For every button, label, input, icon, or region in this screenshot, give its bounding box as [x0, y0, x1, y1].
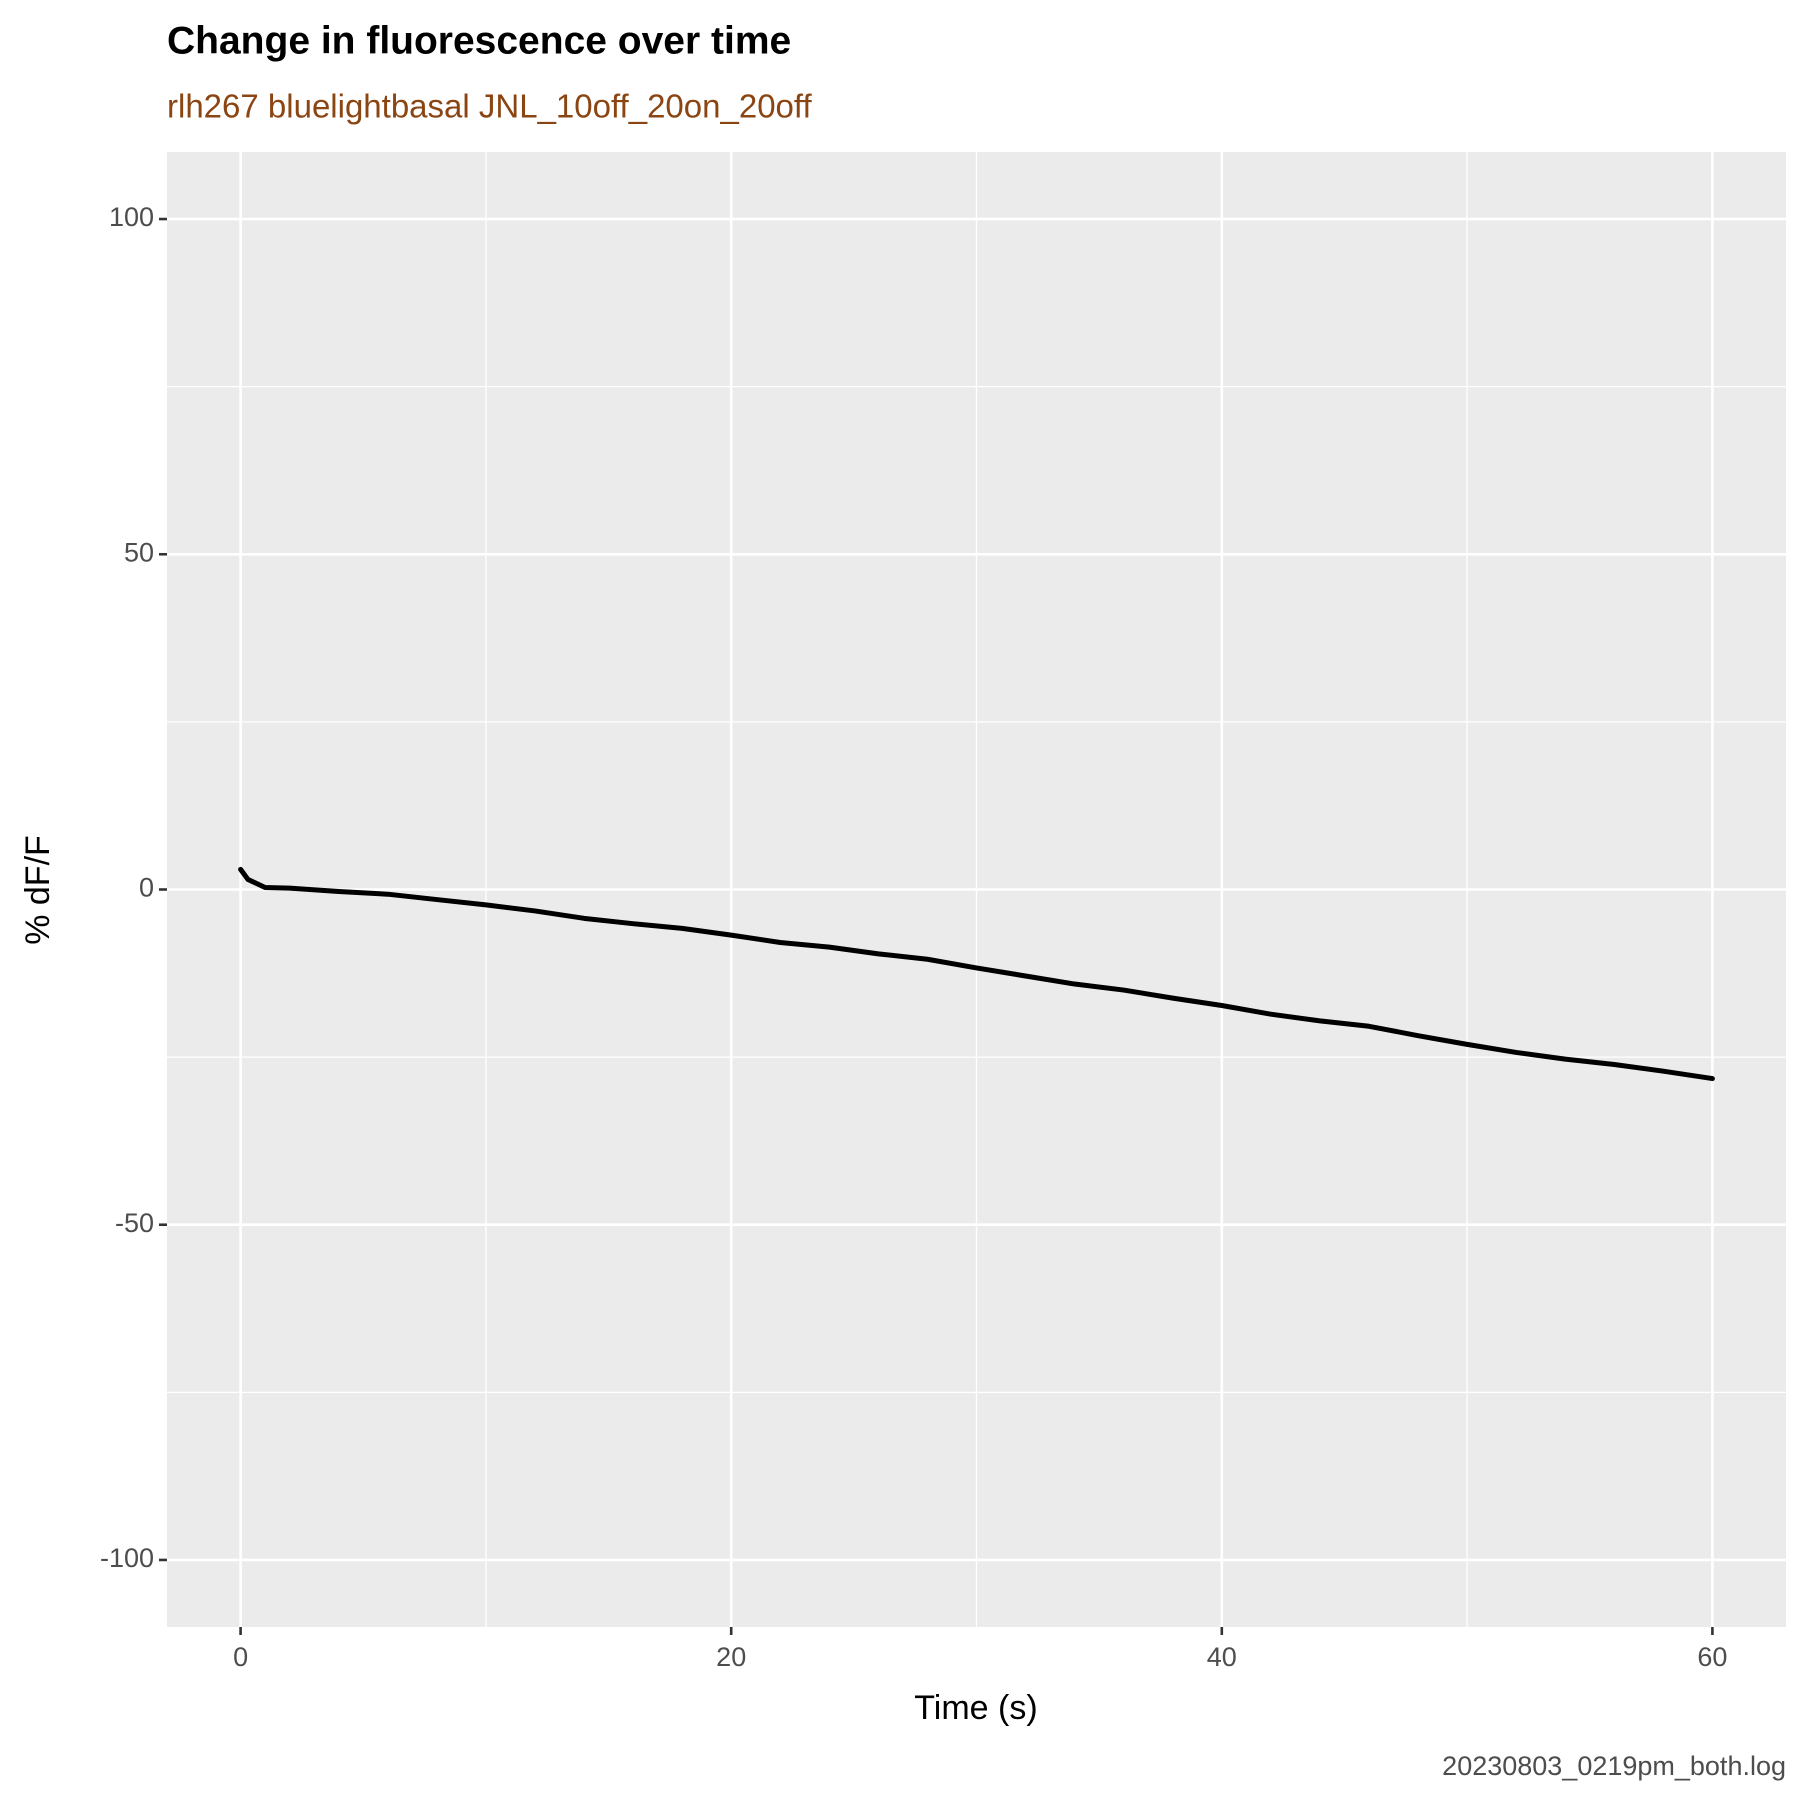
- y-tick-label: 100: [109, 202, 154, 232]
- data-line: [238, 866, 1715, 1082]
- y-tick-label: -50: [115, 1208, 154, 1238]
- x-tick-label: 0: [233, 1642, 248, 1672]
- chart-subtitle: rlh267 bluelightbasal JNL_10off_20on_20o…: [167, 88, 812, 125]
- x-tick-label: 40: [1207, 1642, 1237, 1672]
- caption: 20230803_0219pm_both.log: [1442, 1751, 1786, 1781]
- y-axis-title: % dF/F: [19, 835, 57, 945]
- x-axis-title: Time (s): [914, 1689, 1037, 1727]
- x-tick-label: 60: [1697, 1642, 1727, 1672]
- x-tick-label: 20: [716, 1642, 746, 1672]
- chart-title: Change in fluorescence over time: [167, 19, 791, 62]
- y-tick-label: 0: [139, 873, 154, 903]
- y-tick-label: -100: [100, 1543, 154, 1573]
- y-tick-label: 50: [124, 537, 154, 567]
